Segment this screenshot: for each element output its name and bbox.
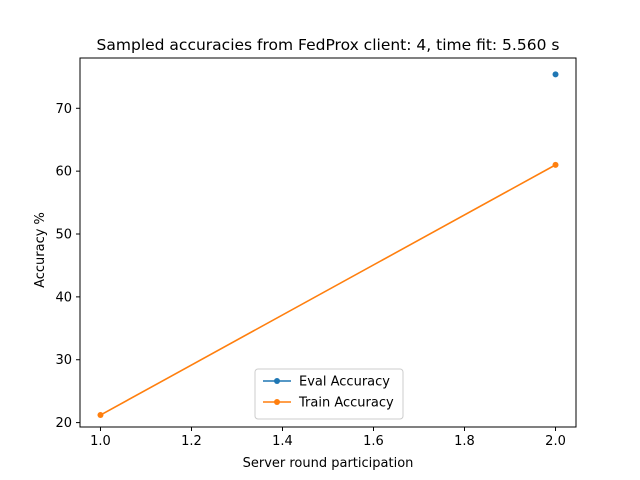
plot-area [97, 71, 559, 419]
x-tick-label: 2.0 [545, 434, 566, 449]
legend-box [254, 368, 404, 420]
y-tick-label: 60 [55, 165, 72, 180]
y-tick-label: 50 [55, 228, 72, 243]
y-tick-label: 30 [55, 353, 72, 368]
y-tick-label: 70 [55, 102, 72, 117]
chart-title: Sampled accuracies from FedProx client: … [97, 36, 560, 54]
x-tick-label: 1.0 [90, 434, 111, 449]
x-tick-label: 1.2 [181, 434, 202, 449]
y-axis-label: Accuracy % [33, 212, 48, 288]
x-tick-label: 1.4 [272, 434, 293, 449]
x-tick-label: 1.6 [363, 434, 384, 449]
legend-train-accuracy-label: Train Accuracy [298, 396, 394, 411]
legend: Eval Accuracy Train Accuracy [254, 368, 404, 420]
x-axis-label: Server round participation [243, 456, 414, 471]
axes-frame [79, 57, 577, 428]
x-tick-label: 1.8 [454, 434, 475, 449]
train-accuracy-point [97, 412, 104, 419]
train-accuracy-point [552, 161, 559, 168]
legend-eval-accuracy-label: Eval Accuracy [299, 375, 390, 390]
legend-eval-accuracy-marker [274, 378, 280, 384]
train-accuracy-line [100, 164, 556, 416]
y-tick-label: 40 [55, 290, 72, 305]
y-tick-label: 20 [55, 416, 72, 431]
eval-accuracy-point [552, 71, 559, 78]
x-axis-ticks: 1.0 1.2 1.4 1.6 1.8 2.0 [90, 427, 566, 449]
y-axis-ticks: 20 30 40 50 60 70 [55, 102, 80, 431]
legend-train-accuracy-marker [274, 399, 280, 405]
